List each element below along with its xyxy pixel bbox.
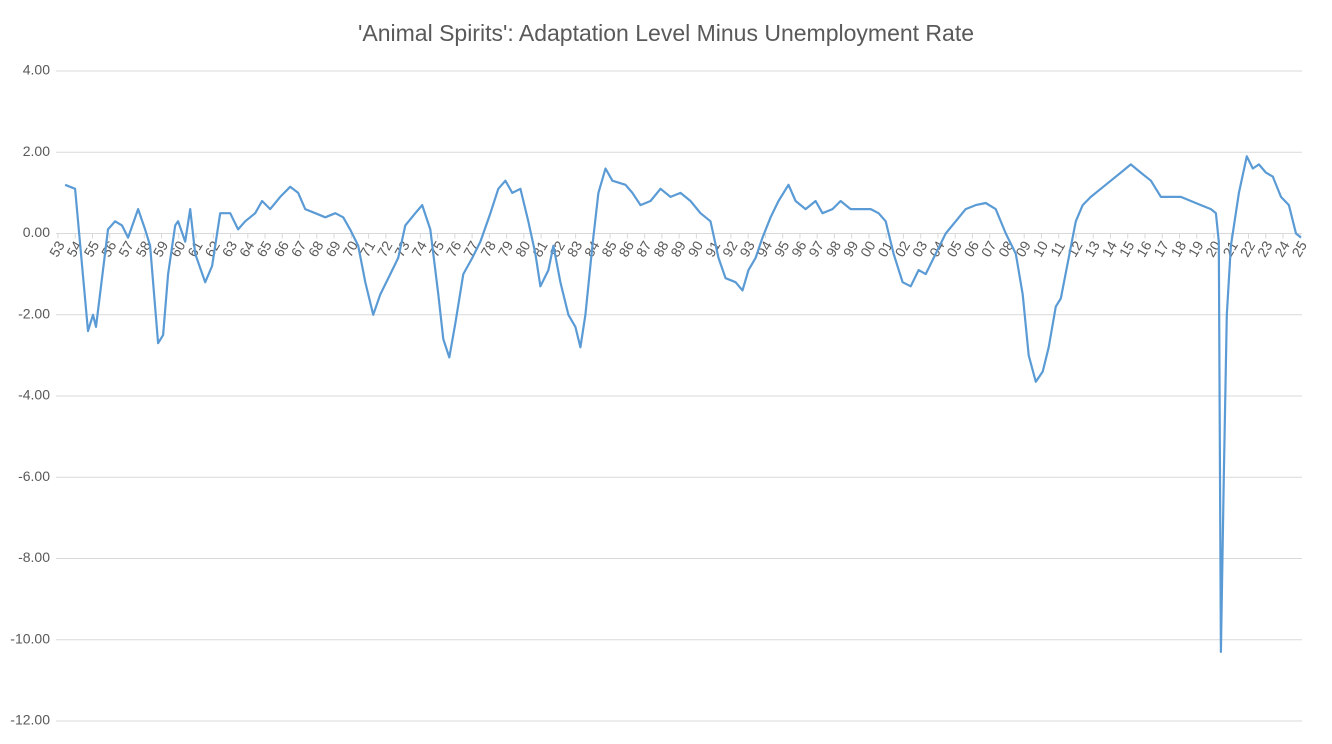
x-tick-label: 87 xyxy=(633,238,655,260)
x-tick-label: 89 xyxy=(667,238,689,260)
x-tick-label: 03 xyxy=(909,238,931,260)
x-tick-label: 71 xyxy=(357,238,379,260)
x-tick-label: 04 xyxy=(926,238,948,260)
x-tick-label: 69 xyxy=(322,238,344,260)
x-tick-label: 83 xyxy=(564,238,586,260)
x-tick-label: 18 xyxy=(1168,238,1190,260)
x-tick-label: 55 xyxy=(81,238,103,260)
x-tick-label: 67 xyxy=(288,238,310,260)
x-tick-label: 14 xyxy=(1099,238,1121,260)
x-tick-label: 00 xyxy=(857,238,879,260)
y-tick-label: 0.00 xyxy=(23,224,50,240)
x-tick-label: 97 xyxy=(805,238,827,260)
x-tick-label: 13 xyxy=(1081,238,1103,260)
x-tick-label: 62 xyxy=(201,238,223,260)
x-tick-label: 85 xyxy=(598,238,620,260)
x-tick-label: 70 xyxy=(339,238,361,260)
x-tick-label: 09 xyxy=(1012,238,1034,260)
x-tick-label: 95 xyxy=(771,238,793,260)
x-tick-label: 56 xyxy=(98,238,120,260)
x-tick-label: 22 xyxy=(1237,238,1259,260)
x-tick-label: 65 xyxy=(253,238,275,260)
data-line xyxy=(64,155,1302,653)
y-tick-label: 4.00 xyxy=(23,62,50,78)
y-tick-label: -10.00 xyxy=(10,630,50,646)
x-tick-label: 25 xyxy=(1288,238,1310,260)
y-tick-label: -4.00 xyxy=(18,387,50,403)
x-tick-label: 92 xyxy=(719,238,741,260)
x-tick-label: 63 xyxy=(219,238,241,260)
x-tick-label: 93 xyxy=(736,238,758,260)
x-tick-label: 86 xyxy=(615,238,637,260)
x-tick-label: 53 xyxy=(46,238,68,260)
x-tick-label: 05 xyxy=(943,238,965,260)
x-tick-label: 66 xyxy=(270,238,292,260)
x-tick-label: 73 xyxy=(391,238,413,260)
x-tick-label: 98 xyxy=(822,238,844,260)
x-tick-label: 10 xyxy=(1030,238,1052,260)
x-tick-label: 06 xyxy=(961,238,983,260)
x-tick-label: 99 xyxy=(840,238,862,260)
x-tick-label: 96 xyxy=(788,238,810,260)
x-tick-label: 64 xyxy=(236,238,258,260)
x-tick-label: 07 xyxy=(978,238,1000,260)
x-tick-label: 15 xyxy=(1116,238,1138,260)
y-tick-label: -8.00 xyxy=(18,549,50,565)
x-tick-label: 94 xyxy=(753,238,775,260)
x-tick-label: 02 xyxy=(891,238,913,260)
y-tick-label: -12.00 xyxy=(10,712,50,728)
x-tick-label: 90 xyxy=(684,238,706,260)
x-tick-label: 80 xyxy=(512,238,534,260)
x-tick-label: 68 xyxy=(305,238,327,260)
x-tick-label: 74 xyxy=(408,238,430,260)
x-tick-label: 78 xyxy=(477,238,499,260)
x-tick-label: 11 xyxy=(1047,238,1068,259)
x-tick-label: 17 xyxy=(1150,238,1172,260)
x-tick-label: 24 xyxy=(1271,238,1293,260)
x-tick-label: 57 xyxy=(115,238,137,260)
x-tick-label: 76 xyxy=(443,238,465,260)
x-tick-label: 72 xyxy=(374,238,396,260)
y-tick-label: -2.00 xyxy=(18,305,50,321)
x-tick-label: 16 xyxy=(1133,238,1155,260)
chart-title: 'Animal Spirits': Adaptation Level Minus… xyxy=(358,20,974,46)
y-tick-label: -6.00 xyxy=(18,468,50,484)
x-tick-label: 77 xyxy=(460,238,482,260)
y-tick-label: 2.00 xyxy=(23,143,50,159)
x-tick-label: 19 xyxy=(1185,238,1207,260)
x-tick-label: 59 xyxy=(150,238,172,260)
x-tick-label: 88 xyxy=(650,238,672,260)
x-tick-label: 23 xyxy=(1254,238,1276,260)
x-tick-label: 79 xyxy=(495,238,517,260)
